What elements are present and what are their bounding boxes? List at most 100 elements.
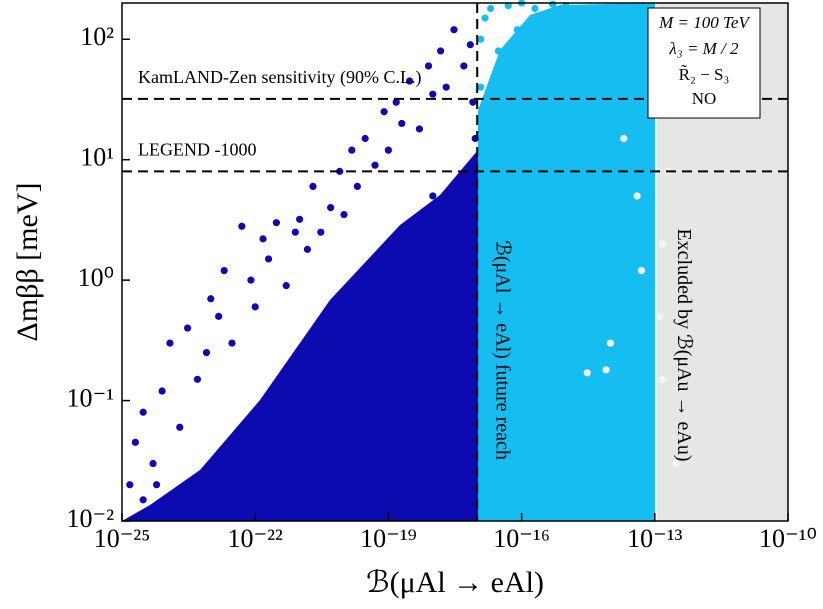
y-tick-label: 10¹ — [80, 143, 114, 172]
point — [361, 134, 369, 143]
dense-cloud-dark — [122, 150, 478, 521]
point — [183, 324, 192, 332]
point — [477, 35, 485, 43]
point — [296, 396, 304, 405]
y-tick-label: 10⁰ — [78, 263, 114, 292]
point — [531, 4, 539, 13]
info-text: M = 100 TeV — [658, 13, 751, 32]
point — [371, 161, 379, 169]
point — [220, 266, 228, 275]
x-tick-label: 10⁻¹⁰ — [759, 524, 817, 553]
point — [659, 240, 667, 248]
point — [606, 4, 615, 13]
point — [152, 481, 161, 489]
point — [583, 369, 591, 377]
point — [340, 211, 348, 219]
info-text: λ₃ = M / 2 — [668, 39, 739, 58]
x-tick-label: 10⁻²⁵ — [94, 524, 151, 553]
point — [166, 339, 174, 347]
point — [486, 192, 495, 200]
point — [606, 339, 615, 347]
point — [176, 423, 184, 431]
point — [466, 41, 474, 49]
y-tick-label: 10⁻² — [66, 504, 114, 533]
point — [544, 433, 552, 441]
point — [415, 125, 424, 133]
point — [437, 47, 445, 55]
x-tick-label: 10⁻¹³ — [627, 524, 683, 553]
point — [131, 438, 139, 446]
point — [429, 90, 437, 98]
x-axis-label: ℬ(μAl → eAl) — [366, 566, 544, 599]
reference-label: ℬ(μAl → eAl) future reach — [492, 240, 514, 460]
point — [672, 459, 680, 468]
point — [193, 375, 202, 383]
point — [398, 119, 406, 128]
point — [450, 26, 458, 34]
point — [627, 119, 636, 128]
point — [384, 276, 392, 284]
point — [291, 228, 299, 236]
point — [296, 215, 304, 223]
point — [340, 312, 348, 320]
point — [149, 459, 157, 468]
point — [659, 375, 667, 383]
point — [238, 222, 246, 230]
point — [637, 2, 646, 10]
point — [327, 204, 335, 212]
x-tick-label: 10⁻²² — [228, 524, 284, 553]
point — [583, 7, 591, 16]
point — [259, 235, 267, 243]
point — [405, 77, 414, 85]
point — [549, 0, 557, 8]
point — [202, 349, 211, 357]
point — [139, 496, 147, 504]
point — [353, 182, 361, 191]
point — [424, 62, 433, 70]
x-tick-label: 10⁻¹⁶ — [493, 524, 550, 553]
point — [633, 192, 641, 200]
point — [251, 303, 259, 311]
point — [247, 276, 255, 284]
point — [562, 2, 570, 10]
point — [158, 387, 166, 395]
point — [575, 481, 583, 489]
point — [264, 255, 273, 263]
point — [215, 312, 223, 320]
point — [620, 134, 628, 143]
point — [384, 146, 392, 154]
point — [272, 219, 280, 227]
point — [460, 62, 468, 70]
point — [429, 192, 437, 200]
y-axis-label: Δmββ [meV] — [11, 183, 44, 342]
y-tick-label: 10² — [80, 22, 114, 51]
point — [486, 4, 495, 13]
point — [469, 98, 477, 106]
y-tick-label: 10⁻¹ — [66, 384, 114, 413]
point — [207, 295, 215, 303]
info-text: NO — [692, 89, 717, 108]
point — [303, 245, 312, 253]
point — [602, 366, 610, 374]
point — [494, 47, 502, 55]
reference-label: KamLAND-Zen sensitivity (90% C.L.) — [138, 67, 421, 88]
point — [317, 228, 325, 236]
point — [596, 312, 605, 320]
point — [637, 266, 646, 275]
point — [251, 459, 259, 468]
point — [442, 83, 450, 91]
point — [282, 282, 290, 290]
point — [380, 108, 388, 116]
point — [477, 83, 485, 91]
point — [460, 219, 468, 227]
point — [513, 26, 521, 34]
point — [504, 2, 512, 10]
point — [139, 408, 147, 416]
excluded-label: Excluded by ℬ(μAu → eAu) — [673, 228, 695, 461]
plot-frame — [121, 2, 789, 522]
point — [392, 98, 400, 106]
point — [481, 14, 489, 22]
point — [309, 182, 317, 191]
point — [126, 481, 134, 489]
